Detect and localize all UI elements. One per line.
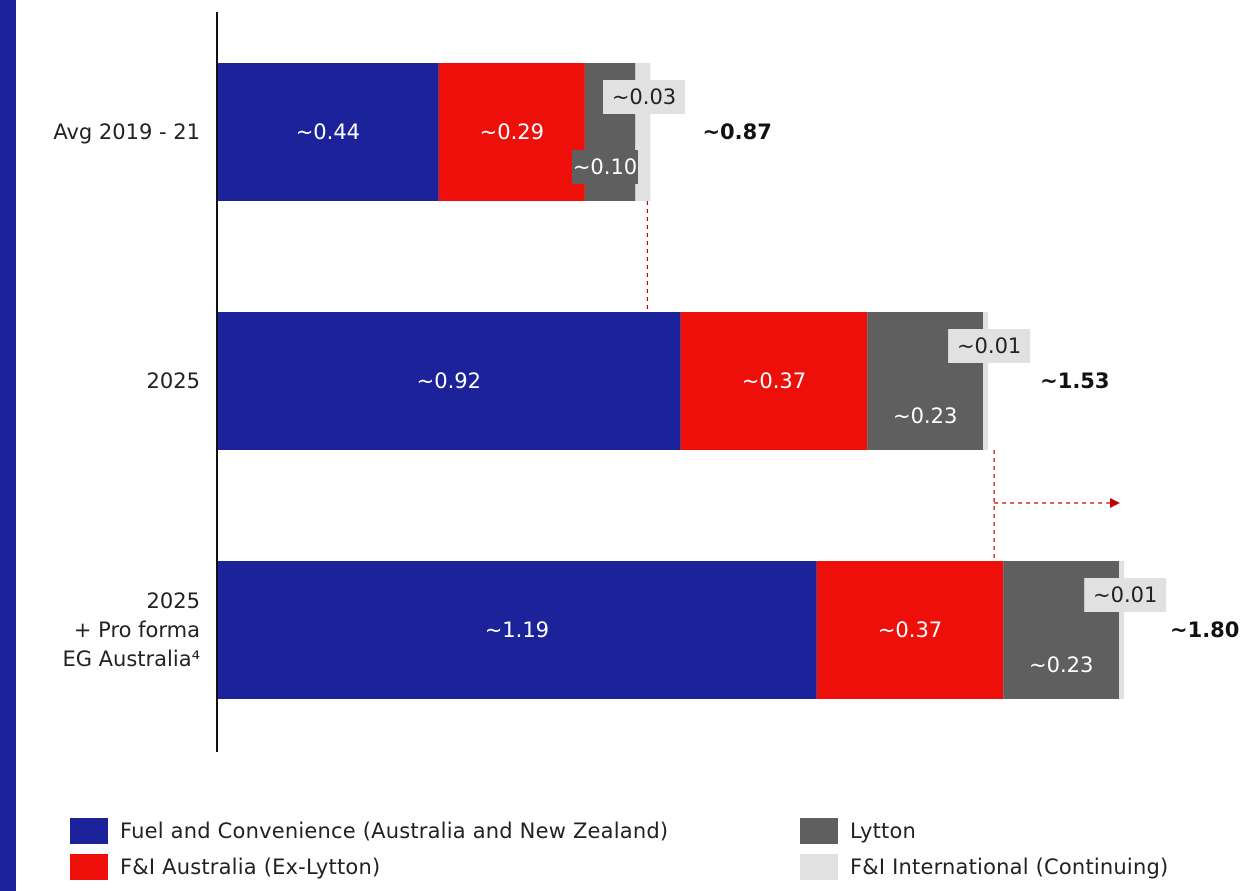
data-label: ~0.37	[742, 369, 806, 393]
data-label: ~0.01	[1093, 583, 1157, 607]
data-label-box	[1025, 648, 1098, 682]
category-label: Avg 2019 - 21	[53, 120, 200, 144]
category-label: 2025	[147, 369, 200, 393]
bar-segment	[217, 561, 817, 699]
data-label: ~0.03	[612, 85, 676, 109]
bar-segment	[438, 63, 585, 201]
bar-segment	[217, 63, 439, 201]
total-label: ~0.87	[702, 120, 771, 144]
data-label: ~0.10	[573, 155, 637, 179]
bar-segment	[217, 312, 681, 450]
bar-segment	[816, 561, 1004, 699]
data-label: ~0.01	[957, 334, 1021, 358]
data-label-box	[889, 399, 962, 433]
data-label-box	[1084, 578, 1167, 612]
data-label: ~0.44	[296, 120, 360, 144]
data-label: ~0.29	[480, 120, 544, 144]
data-label: ~0.37	[878, 618, 942, 642]
bar-segment	[983, 312, 989, 450]
data-label: ~1.19	[485, 618, 549, 642]
category-label: EG Australia⁴	[62, 647, 200, 671]
data-label-box	[572, 150, 638, 184]
total-label: ~1.80	[1170, 618, 1239, 642]
data-label: ~0.23	[1029, 653, 1093, 677]
total-label: ~1.53	[1040, 369, 1109, 393]
left-accent-stripe	[0, 0, 16, 891]
data-label: ~0.23	[893, 404, 957, 428]
data-label-box	[948, 329, 1031, 363]
data-label-box	[603, 80, 685, 114]
bar-segment	[1119, 561, 1125, 699]
category-label: + Pro forma	[74, 618, 200, 642]
bar-segment	[680, 312, 868, 450]
category-label: 2025	[147, 589, 200, 613]
data-label: ~0.92	[417, 369, 481, 393]
